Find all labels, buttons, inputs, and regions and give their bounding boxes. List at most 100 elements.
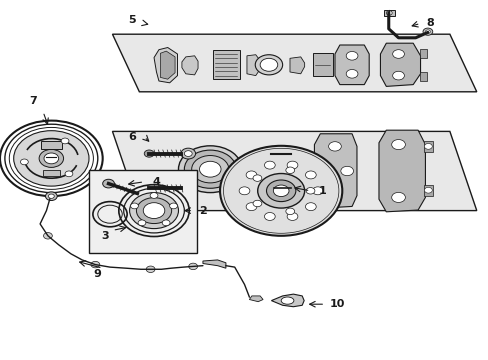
- Polygon shape: [182, 56, 198, 75]
- Circle shape: [181, 183, 195, 194]
- Circle shape: [199, 161, 221, 177]
- Bar: [41, 141, 62, 149]
- Circle shape: [188, 263, 197, 270]
- Circle shape: [287, 152, 293, 156]
- Circle shape: [144, 185, 154, 192]
- Circle shape: [130, 203, 138, 209]
- Circle shape: [129, 193, 178, 229]
- Circle shape: [20, 159, 28, 165]
- Polygon shape: [112, 131, 476, 211]
- Circle shape: [392, 50, 404, 58]
- Circle shape: [169, 203, 177, 209]
- Circle shape: [252, 175, 261, 181]
- Polygon shape: [378, 130, 425, 212]
- Polygon shape: [314, 134, 356, 208]
- Circle shape: [184, 150, 236, 188]
- Circle shape: [346, 69, 357, 78]
- Polygon shape: [160, 51, 175, 79]
- Circle shape: [239, 187, 249, 195]
- Circle shape: [14, 131, 89, 186]
- Circle shape: [391, 140, 405, 150]
- Ellipse shape: [281, 297, 293, 304]
- Circle shape: [184, 151, 192, 157]
- Circle shape: [255, 55, 282, 75]
- Circle shape: [425, 30, 429, 33]
- Bar: [423, 141, 432, 152]
- Circle shape: [257, 174, 304, 208]
- Circle shape: [328, 142, 341, 151]
- Polygon shape: [203, 260, 225, 268]
- Circle shape: [305, 188, 314, 194]
- Circle shape: [245, 171, 256, 179]
- Polygon shape: [380, 43, 420, 86]
- Ellipse shape: [269, 184, 277, 193]
- Circle shape: [245, 203, 256, 211]
- Text: 7: 7: [29, 96, 37, 106]
- Circle shape: [252, 200, 261, 207]
- Circle shape: [312, 187, 323, 195]
- Circle shape: [150, 193, 158, 198]
- Polygon shape: [112, 34, 476, 92]
- Circle shape: [386, 11, 391, 15]
- Circle shape: [264, 161, 275, 169]
- Circle shape: [422, 28, 432, 35]
- FancyBboxPatch shape: [89, 170, 197, 253]
- Ellipse shape: [238, 157, 252, 182]
- Circle shape: [266, 180, 295, 202]
- Circle shape: [286, 161, 297, 169]
- Circle shape: [391, 192, 405, 202]
- Text: 8: 8: [426, 18, 433, 28]
- Circle shape: [260, 58, 277, 71]
- Circle shape: [144, 150, 154, 157]
- Bar: [383, 10, 394, 16]
- Polygon shape: [334, 45, 368, 85]
- Circle shape: [305, 203, 316, 211]
- Circle shape: [285, 149, 296, 158]
- Polygon shape: [249, 296, 263, 302]
- Circle shape: [328, 191, 341, 200]
- Circle shape: [285, 208, 294, 215]
- Ellipse shape: [248, 159, 261, 180]
- Circle shape: [138, 220, 145, 226]
- Polygon shape: [271, 294, 304, 307]
- Circle shape: [48, 194, 54, 198]
- Circle shape: [285, 167, 294, 174]
- Circle shape: [61, 138, 69, 144]
- Circle shape: [136, 198, 171, 224]
- Polygon shape: [289, 57, 304, 74]
- Bar: [312, 53, 332, 76]
- Circle shape: [286, 185, 296, 192]
- Circle shape: [91, 261, 100, 268]
- Text: 9: 9: [94, 269, 102, 279]
- Circle shape: [346, 51, 357, 60]
- Circle shape: [146, 266, 155, 273]
- Circle shape: [184, 185, 192, 191]
- Circle shape: [102, 179, 114, 188]
- Text: 1: 1: [318, 186, 326, 196]
- Text: 2: 2: [199, 206, 206, 216]
- Bar: [419, 49, 426, 58]
- Circle shape: [424, 144, 431, 149]
- Polygon shape: [154, 48, 177, 83]
- Circle shape: [43, 233, 52, 239]
- Bar: [212, 50, 239, 79]
- Circle shape: [44, 153, 59, 164]
- Circle shape: [264, 212, 275, 220]
- Bar: [423, 185, 432, 195]
- Polygon shape: [246, 55, 260, 76]
- Circle shape: [65, 171, 73, 177]
- Circle shape: [424, 187, 431, 193]
- Text: 10: 10: [329, 299, 345, 309]
- Circle shape: [392, 71, 404, 80]
- Circle shape: [162, 220, 170, 226]
- Circle shape: [45, 192, 57, 201]
- Circle shape: [286, 212, 297, 220]
- Bar: [42, 170, 60, 176]
- Circle shape: [273, 185, 288, 197]
- Ellipse shape: [266, 148, 275, 159]
- Text: 4: 4: [152, 177, 160, 187]
- Circle shape: [305, 171, 316, 179]
- Circle shape: [191, 156, 228, 183]
- Bar: [419, 72, 426, 81]
- Circle shape: [178, 146, 242, 193]
